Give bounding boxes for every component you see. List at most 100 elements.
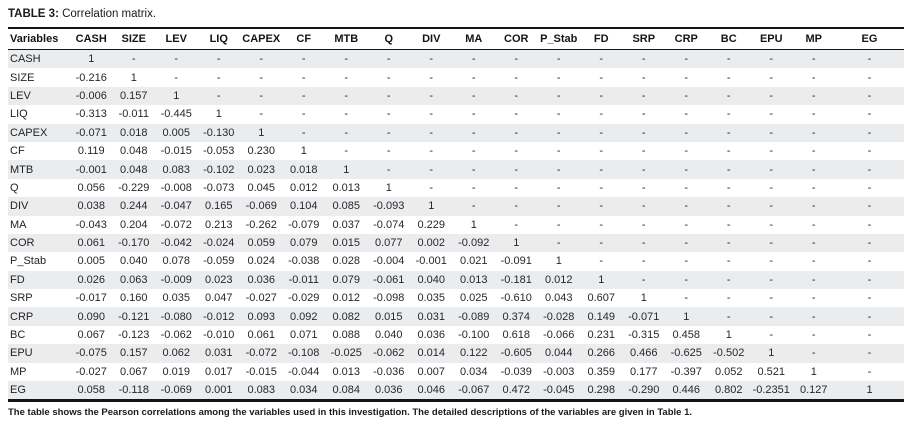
- cell: 0.244: [119, 200, 148, 213]
- cell: 1: [768, 347, 775, 360]
- cell: -: [769, 218, 774, 231]
- header-p_stab: P_Stab: [537, 28, 580, 50]
- cell: -0.229: [118, 181, 150, 194]
- table-row: SIZE -0.216 1 - - - - - - - - - - - - - - - - -: [8, 68, 904, 86]
- cell: 0.026: [77, 273, 106, 286]
- header-row: Variables CASH SIZE LEV LIQ CAPEX CF MTB Q DIV MA C…: [8, 28, 904, 50]
- cell: 1: [343, 163, 350, 176]
- cell: 0.359: [587, 365, 616, 378]
- table-row: COR 0.061 -0.170 -0.042 -0.024 0.059 0.079 0.01…: [8, 233, 904, 253]
- row-label: BC: [10, 329, 26, 342]
- header-eg: EG: [835, 28, 904, 50]
- cell: -: [867, 292, 872, 305]
- row-label: CAPEX: [10, 126, 48, 139]
- cell: 0.157: [119, 89, 148, 102]
- cell: -0.006: [75, 89, 107, 102]
- row-label: Q: [10, 181, 19, 194]
- cell: -: [726, 126, 731, 139]
- cell: -: [726, 255, 731, 268]
- cell: -0.025: [330, 347, 362, 360]
- cell: 1: [130, 71, 137, 84]
- cell: -: [556, 145, 561, 158]
- cell: 0.040: [417, 273, 446, 286]
- cell: -: [514, 163, 519, 176]
- cell: -: [769, 255, 774, 268]
- cell: 0.082: [332, 310, 361, 323]
- cell: -0.027: [245, 292, 277, 305]
- cell: 1: [640, 292, 647, 305]
- cell: -: [386, 53, 391, 66]
- header-crp: CRP: [665, 28, 708, 50]
- cell: -: [684, 255, 689, 268]
- cell: -0.092: [458, 237, 490, 250]
- cell: -: [811, 53, 816, 66]
- cell: 0.177: [629, 365, 658, 378]
- header-q: Q: [367, 28, 410, 50]
- cell: -: [684, 71, 689, 84]
- cell: -0.028: [543, 310, 575, 323]
- cell: 0.802: [714, 384, 743, 397]
- cell: -: [811, 347, 816, 360]
- cell: -: [386, 71, 391, 84]
- cell: -: [641, 255, 646, 268]
- cell: 0.036: [247, 273, 276, 286]
- cell: 0.071: [289, 329, 318, 342]
- cell: -: [684, 126, 689, 139]
- cell: -: [216, 53, 221, 66]
- cell: 0.607: [587, 292, 616, 305]
- table-row: EPU -0.075 0.157 0.062 0.031 -0.072 -0.108 -0.0…: [8, 344, 904, 363]
- cell: -: [471, 53, 476, 66]
- cell: 0.446: [672, 384, 701, 397]
- cell: 0.040: [374, 329, 403, 342]
- cell: -: [684, 89, 689, 102]
- header-size: SIZE: [112, 28, 155, 50]
- cell: 0.084: [332, 384, 361, 397]
- cell: -0.027: [75, 365, 107, 378]
- cell: 0.298: [587, 384, 616, 397]
- cell: -: [259, 108, 264, 121]
- cell: 0.122: [459, 347, 488, 360]
- cell: -0.004: [373, 255, 405, 268]
- cell: -: [599, 145, 604, 158]
- cell: -: [726, 71, 731, 84]
- table-row: CF 0.119 0.048 -0.015 -0.053 0.230 1 - - - - - - - - - -…: [8, 142, 904, 160]
- cell: -: [641, 89, 646, 102]
- cell: 1: [810, 365, 817, 378]
- cell: 0.044: [544, 347, 573, 360]
- cell: -: [769, 329, 774, 342]
- cell: -: [429, 108, 434, 121]
- cell: 0.043: [544, 292, 573, 305]
- cell: -0.098: [373, 292, 405, 305]
- cell: -: [599, 89, 604, 102]
- table-row: Q 0.056 -0.229 -0.008 -0.073 0.045 0.012 0.013 1…: [8, 179, 904, 197]
- cell: 0.038: [77, 200, 106, 213]
- cell: -0.047: [160, 200, 192, 213]
- cell: 1: [866, 384, 873, 397]
- cell: 0.079: [332, 273, 361, 286]
- cell: 0.472: [502, 384, 531, 397]
- cell: -0.069: [160, 384, 192, 397]
- table-title-text: Correlation matrix.: [62, 8, 157, 20]
- cell: -: [471, 108, 476, 121]
- cell: -: [684, 108, 689, 121]
- cell: -: [599, 237, 604, 250]
- cell: -: [514, 126, 519, 139]
- cell: -0.036: [373, 365, 405, 378]
- cell: -0.044: [288, 365, 320, 378]
- cell: -: [556, 181, 561, 194]
- table-row: FD 0.026 0.063 -0.009 0.023 0.036 -0.011 0.079-…: [8, 270, 904, 290]
- cell: -0.066: [543, 329, 575, 342]
- header-cf: CF: [282, 28, 325, 50]
- cell: -: [301, 53, 306, 66]
- cell: -: [769, 200, 774, 213]
- cell: -0.170: [118, 237, 150, 250]
- cell: -0.121: [118, 310, 150, 323]
- cell: -: [471, 200, 476, 213]
- cell: 0.092: [289, 310, 318, 323]
- cell: 0.036: [374, 384, 403, 397]
- cell: -: [344, 108, 349, 121]
- cell: -0.290: [628, 384, 660, 397]
- cell: -: [769, 181, 774, 194]
- cell: -0.042: [160, 237, 192, 250]
